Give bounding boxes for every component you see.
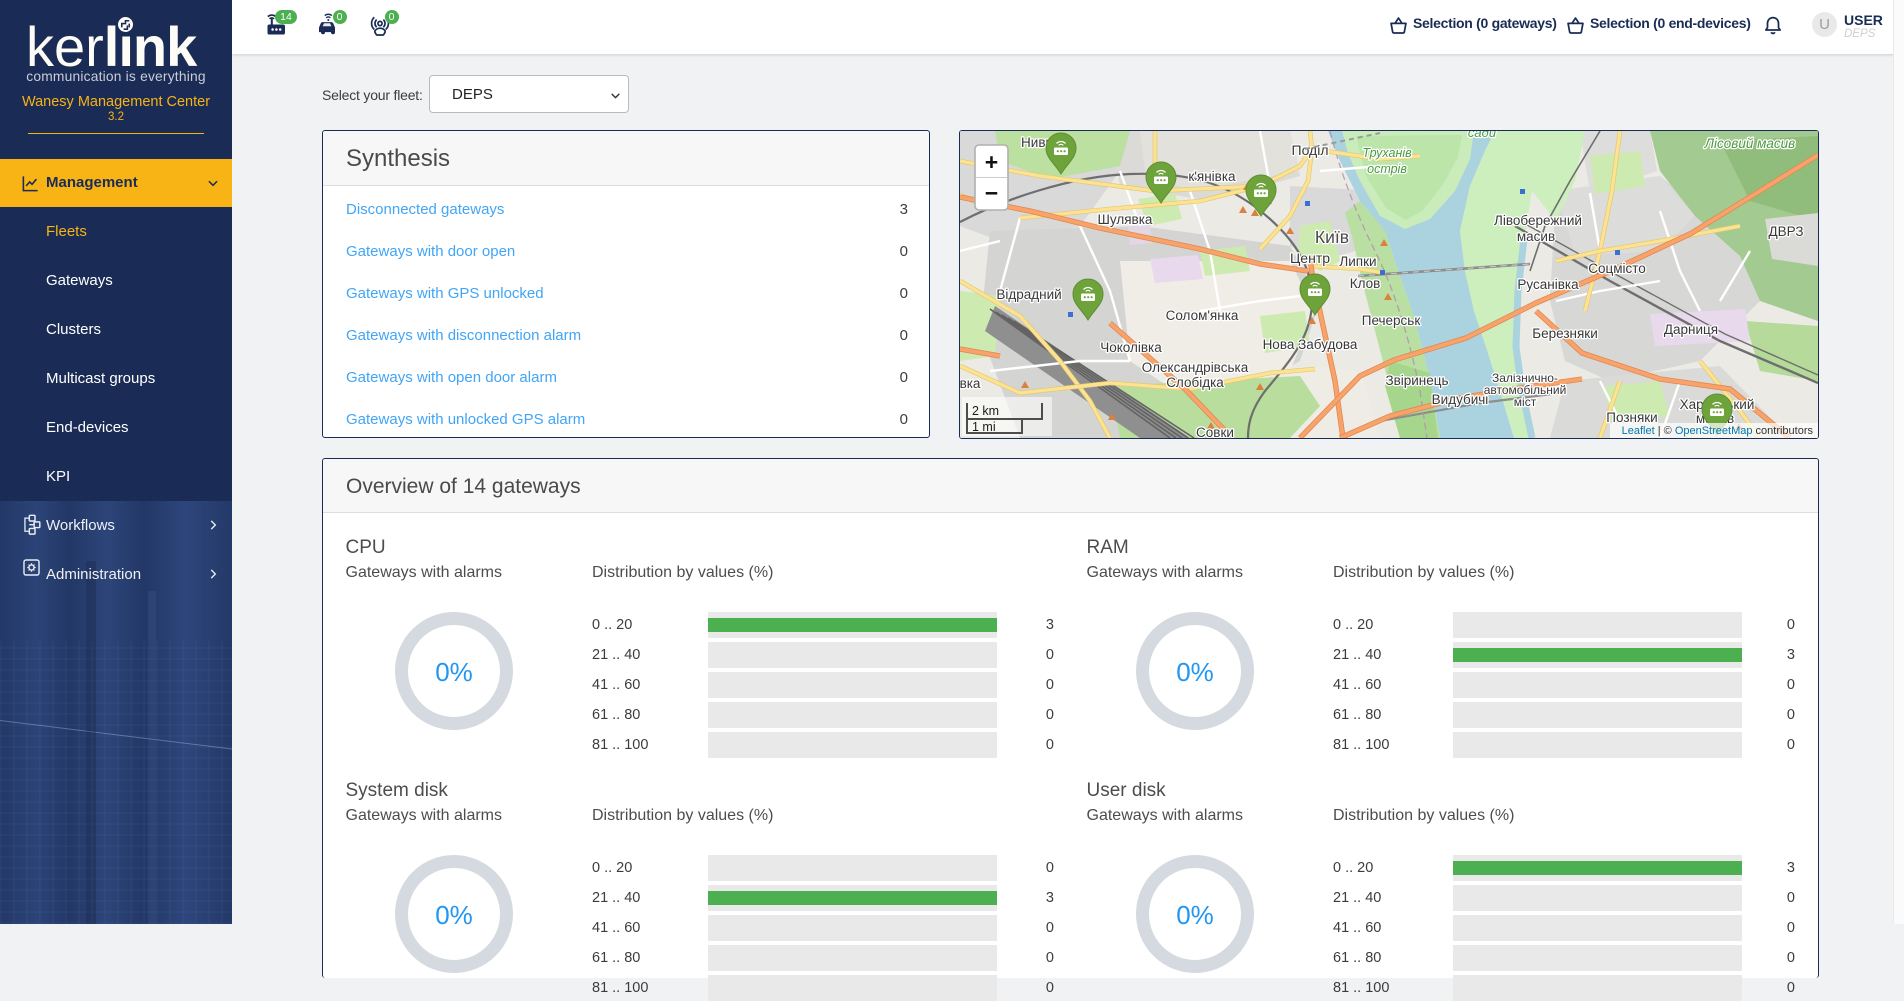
svg-text:Дарниця: Дарниця bbox=[1664, 322, 1718, 337]
svg-text:сади: сади bbox=[1468, 131, 1496, 140]
svg-text:ДВРЗ: ДВРЗ bbox=[1768, 224, 1803, 239]
svg-text:Київ: Київ bbox=[1315, 227, 1349, 247]
svg-text:Лівобережний: Лівобережний bbox=[1494, 213, 1582, 228]
svg-text:Олександрівська: Олександрівська bbox=[1142, 360, 1249, 375]
svg-text:Поділ: Поділ bbox=[1292, 142, 1329, 158]
svg-text:Чоколівка: Чоколівка bbox=[1100, 340, 1162, 355]
svg-text:Видубичі: Видубичі bbox=[1432, 392, 1489, 407]
svg-text:Центр: Центр bbox=[1290, 250, 1330, 266]
svg-text:Лісовий масив: Лісовий масив bbox=[1704, 136, 1795, 151]
svg-text:Залізнично-: Залізнично- bbox=[1492, 371, 1558, 385]
svg-text:Печерськ: Печерськ bbox=[1362, 313, 1421, 328]
svg-text:Слобідка: Слобідка bbox=[1166, 375, 1224, 390]
svg-text:міст: міст bbox=[1514, 395, 1537, 409]
svg-text:Нова Забудова: Нова Забудова bbox=[1263, 337, 1358, 352]
svg-text:автомобільний: автомобільний bbox=[1484, 383, 1567, 397]
svg-text:Русанівка: Русанівка bbox=[1517, 277, 1579, 292]
svg-text:Відрадний: Відрадний bbox=[996, 287, 1061, 302]
svg-text:Клов: Клов bbox=[1350, 276, 1381, 291]
svg-text:−: − bbox=[985, 180, 998, 206]
svg-text:2 km: 2 km bbox=[972, 404, 999, 418]
svg-text:Липки: Липки bbox=[1339, 254, 1376, 269]
svg-text:1 mi: 1 mi bbox=[972, 420, 996, 434]
svg-text:вка: вка bbox=[960, 376, 981, 391]
svg-text:Солом'янка: Солом'янка bbox=[1166, 308, 1239, 323]
svg-text:Совки: Совки bbox=[1196, 425, 1234, 438]
svg-text:Соцмісто: Соцмісто bbox=[1588, 261, 1646, 276]
svg-text:Позняки: Позняки bbox=[1606, 410, 1657, 425]
svg-text:к'янівка: к'янівка bbox=[1188, 169, 1236, 184]
svg-text:Leaflet | © OpenStreetMap cont: Leaflet | © OpenStreetMap contributors bbox=[1622, 425, 1814, 437]
svg-text:Шулявка: Шулявка bbox=[1098, 212, 1153, 227]
svg-text:масив: масив bbox=[1517, 229, 1555, 244]
svg-text:Березняки: Березняки bbox=[1532, 326, 1598, 341]
svg-text:Звіринець: Звіринець bbox=[1385, 373, 1448, 388]
svg-text:острів: острів bbox=[1367, 162, 1407, 176]
svg-text:+: + bbox=[985, 149, 998, 175]
svg-text:Труханів: Труханів bbox=[1362, 146, 1412, 160]
